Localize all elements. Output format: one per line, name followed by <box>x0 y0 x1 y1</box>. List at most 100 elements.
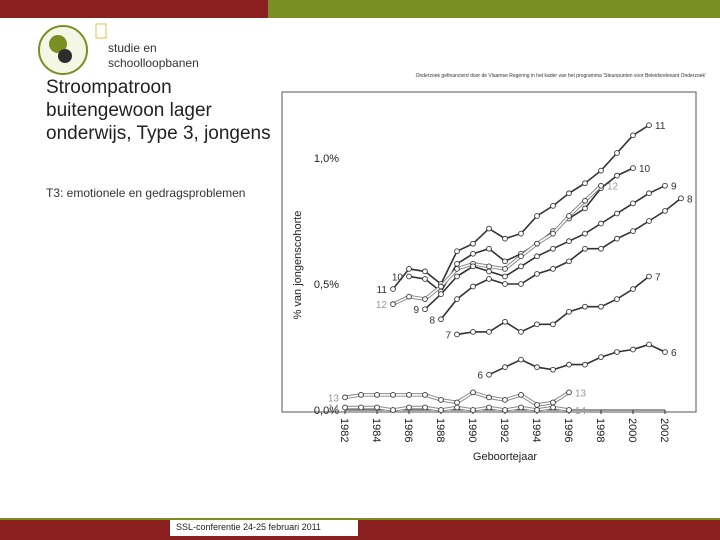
series-label-right: 6 <box>671 348 677 359</box>
data-point <box>422 276 428 282</box>
y-axis-label: % van jongenscohorte <box>292 211 304 320</box>
footer-box <box>170 520 358 536</box>
data-point <box>598 303 604 310</box>
series-label-right: 11 <box>655 121 666 132</box>
x-tick-label: 1998 <box>594 418 606 442</box>
data-point <box>582 230 588 237</box>
data-point <box>454 296 460 302</box>
data-point <box>566 238 572 245</box>
data-point <box>502 266 508 272</box>
data-point <box>502 364 508 371</box>
data-point <box>630 165 636 171</box>
data-point <box>550 366 556 373</box>
data-point <box>534 321 540 328</box>
data-point <box>566 407 572 413</box>
data-point <box>582 180 588 187</box>
data-point <box>422 306 428 313</box>
data-point <box>518 263 524 270</box>
data-point <box>534 213 540 219</box>
series-label-left: 8 <box>429 315 435 326</box>
data-point <box>470 240 476 247</box>
data-point <box>406 266 412 272</box>
data-point <box>518 392 524 398</box>
data-point <box>566 258 572 265</box>
data-point <box>582 303 588 310</box>
data-point <box>390 301 396 308</box>
data-point <box>550 230 556 237</box>
series-label-right: 10 <box>639 164 651 175</box>
data-point <box>534 364 540 371</box>
series-label-right: 13 <box>575 388 587 399</box>
data-point <box>486 225 492 232</box>
data-point <box>630 346 636 353</box>
data-point <box>614 296 620 302</box>
data-point <box>614 235 620 242</box>
data-point <box>486 404 492 411</box>
data-point <box>390 407 396 413</box>
data-point <box>550 399 556 406</box>
x-tick-label: 1996 <box>562 418 574 442</box>
data-point <box>550 203 556 209</box>
series-label-left: 13 <box>328 393 340 404</box>
data-point <box>518 253 524 260</box>
data-point <box>566 308 572 315</box>
data-point <box>502 281 508 287</box>
data-point <box>646 273 652 280</box>
data-point <box>518 230 524 237</box>
data-point <box>486 276 492 282</box>
data-point <box>646 190 652 197</box>
data-point <box>662 208 668 214</box>
data-point <box>614 210 620 217</box>
series-label-right: 12 <box>607 182 619 193</box>
x-tick-label: 2000 <box>626 418 638 442</box>
series-label-left: 10 <box>392 272 404 283</box>
data-point <box>406 293 412 300</box>
data-point <box>454 273 460 280</box>
data-point <box>662 182 668 189</box>
data-point <box>630 132 636 139</box>
series-label-right: 14 <box>575 406 587 417</box>
data-point <box>422 392 428 398</box>
data-point <box>374 392 380 398</box>
data-point <box>598 245 604 252</box>
data-point <box>598 354 604 360</box>
x-tick-label: 1994 <box>530 418 542 442</box>
series-label-right: 9 <box>671 182 677 193</box>
data-point <box>486 394 492 401</box>
data-point <box>454 331 460 338</box>
data-point <box>550 404 556 411</box>
ssl-logo: studie en schoolloopbanen <box>38 23 198 75</box>
data-point <box>518 356 524 363</box>
brand-line2: schoolloopbanen <box>108 56 198 70</box>
data-point <box>502 407 508 413</box>
data-point <box>582 245 588 252</box>
data-point <box>502 397 508 403</box>
series-label-left: 7 <box>445 330 451 341</box>
data-point <box>566 213 572 219</box>
data-point <box>454 404 460 411</box>
series-label-left: 11 <box>377 285 388 296</box>
data-point <box>630 228 636 234</box>
data-point <box>390 392 396 398</box>
data-point <box>486 329 492 335</box>
data-point <box>678 195 684 202</box>
data-point <box>534 402 540 408</box>
data-point <box>502 273 508 280</box>
y-tick-label: 0,5% <box>314 279 339 291</box>
data-point <box>534 253 540 260</box>
header-bar-left <box>0 0 268 18</box>
x-tick-label: 1990 <box>466 418 478 442</box>
data-point <box>470 329 476 335</box>
x-tick-label: 1986 <box>402 418 414 442</box>
footer-text: SSL-conferentie 24-25 februari 2011 <box>176 522 321 532</box>
y-tick-label: 0,0% <box>314 405 339 417</box>
data-point <box>630 200 636 207</box>
series-label-left: 14 <box>328 403 340 414</box>
data-point <box>582 197 588 204</box>
data-point <box>342 404 348 411</box>
funding-note: Onderzoek gefinancierd door de Vlaamse R… <box>415 73 706 79</box>
data-point <box>598 167 604 174</box>
data-point <box>662 349 668 355</box>
series-line-12 <box>392 185 602 305</box>
data-point <box>630 286 636 292</box>
